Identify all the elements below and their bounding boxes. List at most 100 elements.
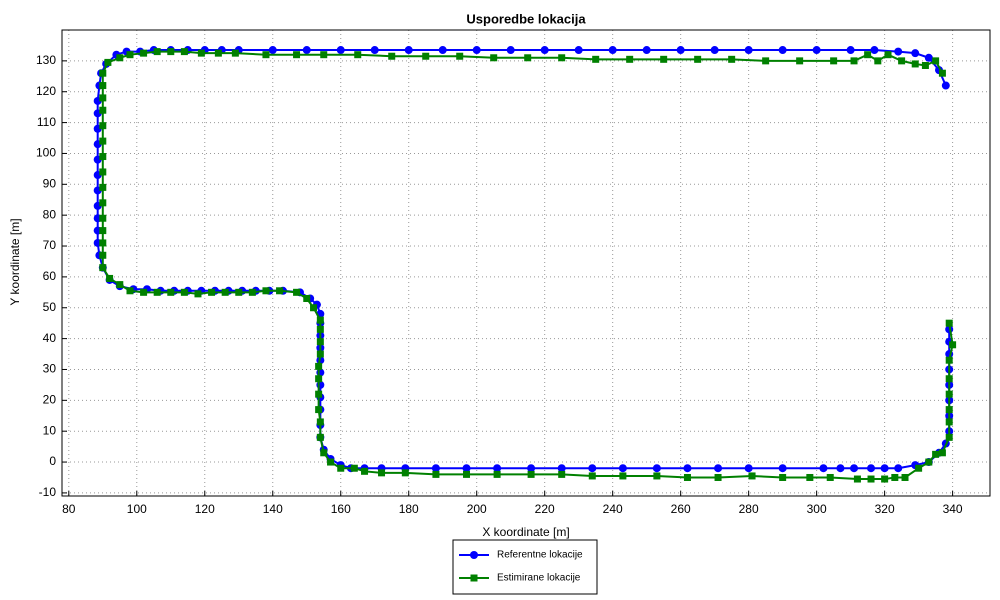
marker	[126, 287, 134, 295]
y-tick-label: 130	[36, 53, 56, 67]
marker	[126, 51, 134, 59]
marker	[683, 464, 692, 473]
marker	[180, 48, 188, 56]
y-tick-label: 60	[43, 269, 57, 283]
marker	[850, 57, 858, 65]
marker	[884, 51, 892, 59]
x-tick-label: 120	[195, 502, 215, 516]
marker	[778, 464, 787, 473]
marker	[316, 316, 324, 324]
marker	[194, 290, 202, 298]
marker	[99, 137, 107, 145]
marker	[762, 57, 770, 65]
marker	[293, 51, 301, 59]
marker	[401, 469, 409, 477]
marker	[853, 475, 861, 483]
x-tick-label: 340	[943, 502, 963, 516]
marker	[315, 406, 323, 414]
marker	[660, 55, 668, 63]
marker	[310, 304, 318, 312]
marker	[316, 418, 324, 426]
marker	[99, 82, 107, 90]
marker	[850, 464, 859, 473]
marker	[316, 325, 324, 333]
marker	[197, 49, 205, 57]
marker	[527, 464, 536, 473]
x-axis-label: X koordinate [m]	[482, 525, 569, 539]
y-axis-label: Y koordinate [m]	[8, 218, 22, 305]
marker	[898, 57, 906, 65]
marker	[350, 464, 358, 472]
marker	[744, 464, 753, 473]
marker	[208, 288, 216, 296]
marker	[99, 239, 107, 247]
marker	[315, 362, 323, 370]
marker	[99, 69, 107, 77]
marker	[354, 51, 362, 59]
y-tick-label: 70	[43, 238, 57, 252]
marker	[506, 46, 515, 55]
marker	[932, 57, 940, 65]
marker	[99, 106, 107, 114]
marker	[438, 46, 447, 55]
marker	[303, 294, 311, 302]
marker	[676, 46, 685, 55]
marker	[527, 470, 535, 478]
marker	[945, 375, 953, 383]
marker	[626, 55, 634, 63]
marker	[778, 46, 787, 55]
x-tick-label: 260	[671, 502, 691, 516]
marker	[945, 356, 953, 364]
marker	[524, 54, 532, 62]
marker	[153, 48, 161, 56]
marker	[653, 472, 661, 480]
marker	[864, 51, 872, 59]
y-tick-label: 110	[37, 115, 56, 129]
marker	[231, 49, 239, 57]
marker	[945, 319, 953, 327]
x-tick-label: 100	[127, 502, 147, 516]
marker	[167, 288, 175, 296]
marker	[652, 464, 661, 473]
chart-title: Usporedbe lokacija	[466, 11, 586, 26]
marker	[819, 464, 828, 473]
marker	[431, 464, 440, 473]
marker	[945, 433, 953, 441]
marker	[378, 469, 386, 477]
marker	[490, 54, 498, 62]
marker	[140, 288, 148, 296]
marker	[315, 375, 323, 383]
marker	[153, 288, 161, 296]
marker	[941, 81, 950, 90]
marker	[214, 49, 222, 57]
marker	[293, 288, 301, 296]
marker	[302, 46, 311, 55]
marker	[924, 53, 933, 62]
marker	[167, 48, 175, 56]
marker	[99, 153, 107, 161]
marker	[315, 390, 323, 398]
y-tick-label: 0	[49, 454, 56, 468]
y-tick-label: 120	[36, 84, 56, 98]
marker	[812, 46, 821, 55]
marker	[826, 473, 834, 481]
marker	[262, 51, 270, 59]
marker	[945, 390, 953, 398]
marker	[894, 464, 903, 473]
marker	[894, 47, 903, 56]
marker	[262, 287, 270, 295]
y-tick-label: 30	[43, 362, 57, 376]
marker	[891, 473, 899, 481]
marker	[592, 55, 600, 63]
marker	[99, 122, 107, 130]
marker	[806, 473, 814, 481]
marker	[316, 338, 324, 346]
marker	[728, 55, 736, 63]
marker	[619, 472, 627, 480]
marker	[99, 183, 107, 191]
marker	[327, 458, 335, 466]
marker	[104, 58, 112, 66]
marker	[276, 287, 284, 295]
marker	[116, 281, 124, 289]
